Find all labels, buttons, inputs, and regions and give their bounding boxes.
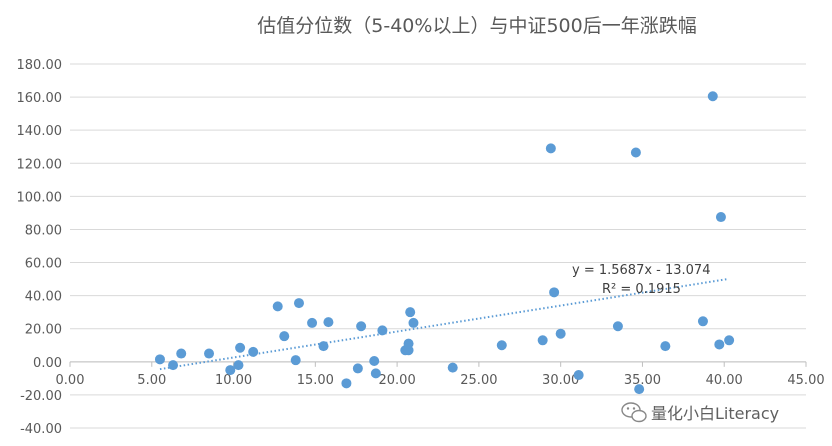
data-point xyxy=(352,363,363,374)
data-point xyxy=(612,321,623,332)
data-point xyxy=(714,339,725,350)
y-tick-label: 60.00 xyxy=(25,257,62,272)
y-axis-ticks: 180.00 160.00 140.00 120.00 100.00 80.00 60.00… xyxy=(17,58,63,437)
data-point xyxy=(545,143,556,154)
data-point xyxy=(369,355,380,366)
x-tick-label: 35.00 xyxy=(624,373,661,388)
watermark: 量化小白Literacy xyxy=(621,402,779,423)
data-point xyxy=(341,378,352,389)
data-point xyxy=(248,346,259,357)
data-point xyxy=(634,384,645,395)
data-point xyxy=(168,360,179,371)
x-tick-label: 0.00 xyxy=(56,373,85,388)
data-point xyxy=(660,341,671,352)
data-point xyxy=(235,342,246,353)
y-tick-label: 140.00 xyxy=(17,124,63,139)
data-point xyxy=(225,365,236,376)
x-axis: 0.00 5.00 10.00 15.00 20.00 25.00 30.00 35.00 40… xyxy=(56,361,825,388)
y-tick-label: -20.00 xyxy=(20,389,62,404)
data-point xyxy=(573,370,584,381)
chart-title: 估值分位数（5-40%以上）与中证500后一年涨跌幅 xyxy=(257,15,696,37)
y-tick-label: 180.00 xyxy=(17,58,63,73)
data-point xyxy=(715,212,726,223)
data-point xyxy=(323,317,334,328)
data-point xyxy=(307,317,318,328)
data-point xyxy=(707,91,718,102)
data-point xyxy=(697,316,708,327)
data-point xyxy=(724,335,735,346)
data-point xyxy=(204,348,215,359)
data-point xyxy=(549,287,560,298)
data-point xyxy=(370,368,381,379)
grid-lines xyxy=(70,63,806,429)
data-point xyxy=(356,321,367,332)
data-point xyxy=(630,147,641,158)
data-point xyxy=(293,298,304,309)
y-tick-label: 40.00 xyxy=(25,290,62,305)
x-tick-label: 15.00 xyxy=(297,373,334,388)
data-point xyxy=(279,331,290,342)
data-point xyxy=(405,307,416,318)
x-tick-label: 20.00 xyxy=(379,373,416,388)
data-point xyxy=(272,301,283,312)
y-tick-label: 120.00 xyxy=(17,157,63,172)
watermark-text: 量化小白Literacy xyxy=(651,404,779,423)
data-point xyxy=(555,328,566,339)
data-point xyxy=(496,340,507,351)
y-tick-label: 80.00 xyxy=(25,223,62,238)
data-point xyxy=(154,354,165,365)
y-tick-label: 100.00 xyxy=(17,190,63,205)
data-points xyxy=(154,91,735,395)
wechat-icon xyxy=(621,402,647,423)
data-point xyxy=(537,335,548,346)
trendline-equation: y = 1.5687x - 13.074 xyxy=(572,263,710,278)
data-point xyxy=(408,317,419,328)
x-tick-label: 10.00 xyxy=(215,373,252,388)
trendline-r2: R² = 0.1915 xyxy=(602,282,681,297)
x-tick-label: 5.00 xyxy=(137,373,166,388)
y-tick-label: 0.00 xyxy=(33,356,62,371)
data-point xyxy=(403,338,414,349)
y-tick-label: 20.00 xyxy=(25,323,62,338)
y-tick-label: -40.00 xyxy=(20,422,62,437)
data-point xyxy=(233,360,244,371)
data-point xyxy=(377,325,388,336)
x-tick-label: 25.00 xyxy=(460,373,497,388)
x-tick-label: 40.00 xyxy=(706,373,743,388)
data-point xyxy=(176,348,187,359)
data-point xyxy=(290,355,301,366)
x-tick-label: 45.00 xyxy=(787,373,824,388)
x-tick-label: 30.00 xyxy=(542,373,579,388)
data-point xyxy=(318,341,329,352)
y-tick-label: 160.00 xyxy=(17,91,63,106)
data-point xyxy=(447,362,458,373)
